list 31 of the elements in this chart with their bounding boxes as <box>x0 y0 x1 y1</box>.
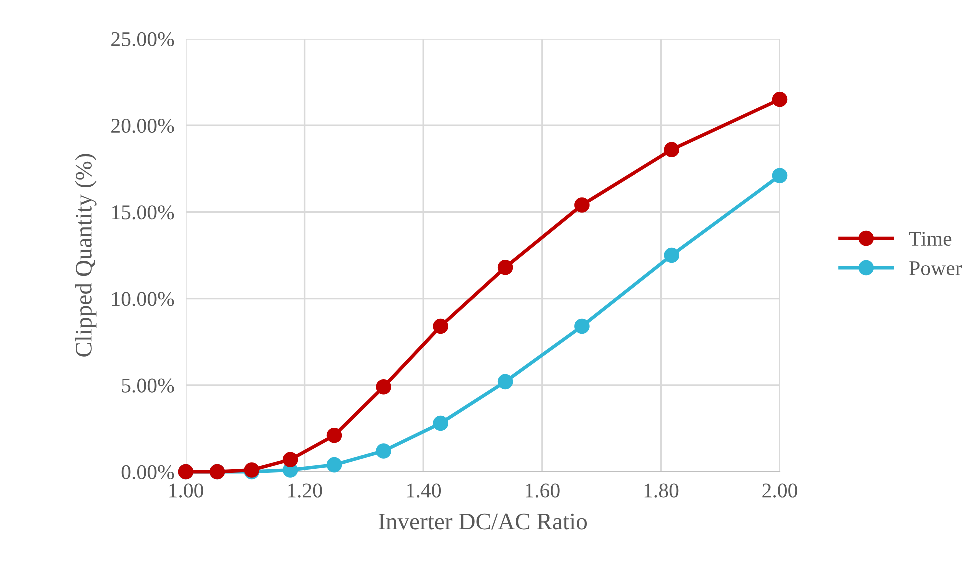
x-tick-label: 2.00 <box>762 484 798 498</box>
x-tick-label: 1.60 <box>526 484 560 498</box>
point <box>326 457 342 473</box>
x-tick-label: 1.80 <box>644 484 679 498</box>
y-tick-label: 15.00% <box>112 206 174 220</box>
y-tick-label: 25.00% <box>112 32 174 47</box>
point <box>772 168 788 184</box>
legend-label: Power <box>910 262 962 276</box>
point <box>433 416 448 432</box>
point <box>282 452 298 468</box>
y-tick-label: 5.00% <box>122 378 174 393</box>
y-axis-title: Clipped Quantity (%) <box>75 154 97 357</box>
point <box>376 379 392 395</box>
point <box>664 248 680 264</box>
x-tick-label: 1.20 <box>288 484 322 498</box>
point <box>574 198 590 213</box>
x-tick-label: 1.40 <box>407 484 442 498</box>
point <box>574 318 590 334</box>
point <box>376 444 392 459</box>
y-tick-label: 0.00% <box>122 465 174 480</box>
x-axis-title: Inverter DC/AC Ratio <box>378 514 588 530</box>
legend-label: Time <box>909 232 952 246</box>
y-tick-label: 10.00% <box>112 292 174 306</box>
point <box>433 318 448 334</box>
point <box>772 92 788 108</box>
y-tick-label: 20.00% <box>112 118 174 134</box>
x-tick-label: 1.00 <box>170 484 204 498</box>
point <box>326 428 342 444</box>
point <box>664 142 680 158</box>
point <box>498 260 514 276</box>
point <box>498 374 514 390</box>
